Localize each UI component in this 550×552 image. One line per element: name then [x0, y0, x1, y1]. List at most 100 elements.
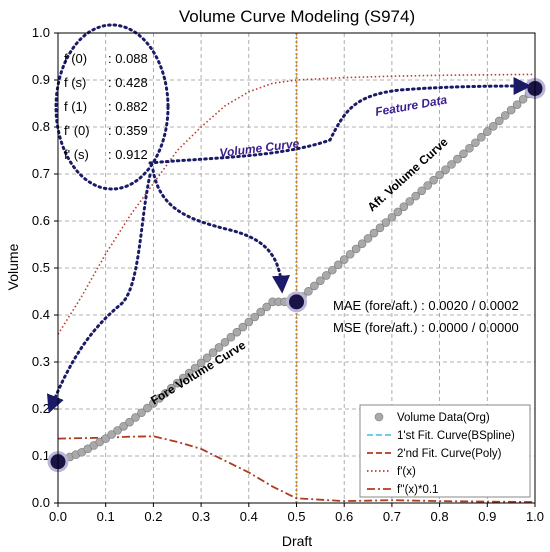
volume-data-point [339, 255, 349, 264]
chart-title: Volume Curve Modeling (S974) [179, 7, 415, 26]
y-tick-label: 0.2 [32, 401, 50, 416]
volume-data-point [494, 116, 504, 126]
arrow-to-origin-point [46, 173, 152, 414]
volume-data-point [477, 132, 486, 142]
volume-data-point [220, 337, 230, 347]
x-tick-label: 0.6 [335, 509, 353, 524]
x-tick-label: 0.5 [287, 509, 305, 524]
volume-data-point [119, 421, 128, 431]
y-tick-label: 0.7 [32, 166, 50, 181]
volume-data-point [107, 430, 116, 439]
axis-ticks: 0.0 0.1 0.2 0.3 0.4 0.5 0.6 0.7 0.8 0.9 1.0 0.0 0.1 0… [32, 25, 544, 524]
legend-swatch [374, 412, 384, 422]
volume-data-point [125, 417, 134, 427]
feature-point [286, 291, 307, 313]
legend-label: Volume Data(Org) [397, 412, 490, 424]
volume-data-point [375, 223, 385, 233]
volume-data-point [417, 186, 427, 196]
volume-data-point [500, 111, 510, 120]
feature-label: f (1) [64, 99, 87, 114]
volume-data-point [101, 434, 110, 443]
feature-value: : 0.088 [108, 51, 148, 66]
volume-data-point [256, 307, 266, 317]
volume-data-point [333, 260, 343, 270]
volume-data-point [262, 302, 271, 312]
y-tick-label: 1.0 [32, 25, 50, 40]
volume-data-point [238, 322, 248, 332]
volume-data-point [465, 143, 474, 153]
feature-value: : 0.882 [108, 99, 148, 114]
x-tick-label: 0.0 [49, 509, 67, 524]
legend-label: f'(x) [397, 466, 416, 478]
volume-data-point [506, 105, 516, 115]
y-axis-label: Volume [5, 243, 21, 290]
feature-value: : 0.912 [108, 147, 148, 162]
x-tick-label: 0.8 [431, 509, 449, 524]
volume-data-point [113, 426, 122, 435]
feature-value: : 0.359 [108, 123, 148, 138]
series-f-prime [57, 73, 536, 335]
volume-data-point [447, 160, 456, 169]
volume-data-point [202, 353, 212, 363]
volume-data-point [488, 121, 498, 131]
annotation-mse: MSE (fore/aft.) : 0.0000 / 0.0000 [333, 320, 519, 335]
feature-values-box: f (0): 0.088 f (s): 0.428 f (1): 0.882 f' (… [64, 51, 148, 162]
volume-data-point [214, 343, 224, 352]
volume-data-point [226, 332, 236, 342]
volume-data-point [459, 149, 468, 159]
y-tick-label: 0.4 [32, 307, 50, 322]
feature-label: f' (0) [64, 123, 90, 138]
volume-data-point [161, 388, 170, 398]
volume-data-point [381, 218, 391, 227]
volume-data-point [190, 363, 200, 373]
x-tick-label: 0.3 [192, 509, 210, 524]
volume-data-point [512, 100, 522, 109]
volume-data-point [357, 239, 367, 248]
plot-frame [57, 32, 536, 504]
legend: Volume Data(Org) 1'st Fit. Curve(BSpline)… [359, 404, 531, 498]
volume-data-point [304, 286, 313, 296]
x-tick-label: 0.2 [144, 509, 162, 524]
feature-label: f' (s) [64, 147, 89, 162]
volume-data-point [518, 94, 528, 104]
volume-data-point [405, 197, 415, 206]
y-tick-label: 0.6 [32, 213, 50, 228]
volume-data-point [429, 175, 438, 185]
annotation-feature-data: Feature Data [374, 92, 448, 118]
x-tick-label: 0.9 [478, 509, 496, 524]
y-tick-label: 0.9 [32, 72, 50, 87]
annotation-volume-curve: Volume Curve [219, 136, 301, 160]
volume-data-point [399, 202, 409, 211]
volume-data-point [149, 399, 158, 408]
volume-data-point [411, 191, 421, 201]
feature-label: f (0) [64, 51, 87, 66]
volume-data-point [310, 281, 319, 291]
volume-data-point [322, 271, 331, 280]
legend-label: 2'nd Fit. Curve(Poly) [397, 448, 502, 460]
volume-data-point [345, 249, 355, 259]
volume-data-point [131, 413, 140, 422]
series-f-double-prime [57, 435, 536, 503]
x-tick-label: 0.7 [383, 509, 401, 524]
y-tick-label: 0.3 [32, 354, 50, 369]
volume-data-point [482, 127, 492, 136]
feature-label: f (s) [64, 75, 86, 90]
volume-data-point [244, 317, 254, 327]
y-tick-label: 0.0 [32, 495, 50, 510]
volume-data-point [393, 207, 403, 217]
volume-data-point [387, 212, 397, 222]
arrow-volume-curve [148, 77, 532, 165]
volume-data-point [471, 138, 480, 148]
volume-data-point [250, 312, 260, 322]
x-tick-label: 0.4 [240, 509, 258, 524]
legend-label: f''(x)*0.1 [397, 484, 438, 496]
volume-data-point [453, 154, 462, 164]
arrow-to-mid-point [151, 168, 291, 294]
volume-data-point [184, 368, 194, 378]
annotation-mae: MAE (fore/aft.) : 0.0020 / 0.0002 [333, 298, 519, 313]
x-tick-label: 1.0 [526, 509, 544, 524]
volume-data-point [351, 244, 361, 254]
feature-ellipse [54, 23, 170, 191]
volume-data-point [441, 165, 450, 174]
